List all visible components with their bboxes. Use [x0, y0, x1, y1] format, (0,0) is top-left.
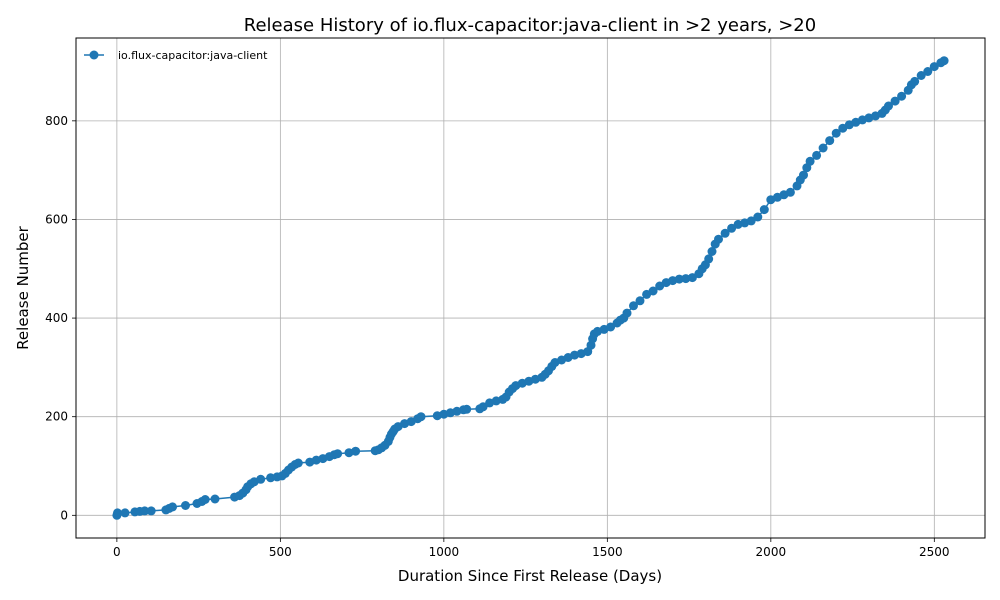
- grid-lines: [76, 38, 985, 538]
- data-point: [351, 446, 361, 456]
- legend-marker-swatch: [89, 50, 99, 60]
- data-point: [293, 458, 303, 468]
- data-point: [687, 273, 697, 283]
- x-tick-label: 1000: [429, 545, 460, 559]
- data-point: [181, 501, 190, 510]
- x-tick-label: 2000: [756, 545, 787, 559]
- data-point: [753, 212, 763, 222]
- x-tick-label: 1500: [592, 545, 623, 559]
- data-point: [890, 96, 900, 106]
- data-point: [812, 150, 822, 160]
- data-point: [785, 187, 795, 197]
- data-point: [759, 205, 769, 215]
- data-point: [681, 274, 691, 284]
- data-point: [799, 170, 808, 180]
- data-point: [818, 143, 828, 153]
- y-axis-ticks: 0 200 400 600 800: [45, 114, 76, 522]
- x-tick-label: 0: [113, 545, 121, 559]
- legend-series-label: io.flux-capacitor:java-client: [118, 49, 268, 62]
- data-point: [200, 495, 210, 504]
- data-point: [629, 301, 638, 311]
- legend: io.flux-capacitor:java-client: [84, 49, 268, 62]
- data-point: [606, 322, 616, 332]
- x-axis-ticks: 0 500 1000 1500 2000 2500: [113, 538, 950, 559]
- data-point: [416, 412, 426, 422]
- data-point: [674, 274, 684, 284]
- data-point: [333, 449, 343, 459]
- y-tick-label: 400: [45, 311, 68, 325]
- y-tick-label: 800: [45, 114, 68, 128]
- data-point: [831, 128, 841, 138]
- data-point: [210, 494, 220, 504]
- chart-title: Release History of io.flux-capacitor:jav…: [244, 15, 816, 36]
- x-tick-label: 2500: [919, 545, 950, 559]
- data-point: [939, 56, 949, 66]
- data-point: [910, 76, 920, 86]
- plot-area-frame: [75, 37, 986, 539]
- data-point: [478, 402, 488, 412]
- data-point: [707, 247, 717, 256]
- data-point: [805, 156, 815, 166]
- data-point: [884, 101, 893, 111]
- x-tick-label: 500: [269, 545, 292, 559]
- x-axis-label: Duration Since First Release (Days): [398, 567, 662, 585]
- data-point: [113, 508, 122, 518]
- data-point: [727, 223, 737, 233]
- data-point: [916, 71, 926, 80]
- y-tick-label: 200: [45, 410, 68, 424]
- data-point: [897, 91, 907, 101]
- data-point: [714, 234, 723, 244]
- data-point: [120, 508, 130, 518]
- y-axis-label: Release Number: [14, 225, 32, 349]
- data-point: [140, 506, 150, 516]
- data-point: [929, 62, 939, 72]
- data-point: [146, 506, 156, 516]
- data-point: [746, 216, 756, 226]
- data-point: [648, 286, 658, 296]
- data-point: [168, 502, 177, 512]
- data-point: [622, 308, 632, 318]
- series-layer: [112, 56, 949, 520]
- data-point: [462, 404, 472, 414]
- data-point: [720, 228, 730, 238]
- data-point: [825, 136, 835, 146]
- data-point: [635, 296, 645, 306]
- data-point: [256, 474, 266, 484]
- data-point: [704, 254, 714, 264]
- y-tick-label: 0: [60, 508, 68, 522]
- data-point: [923, 67, 933, 76]
- y-tick-label: 600: [45, 212, 68, 226]
